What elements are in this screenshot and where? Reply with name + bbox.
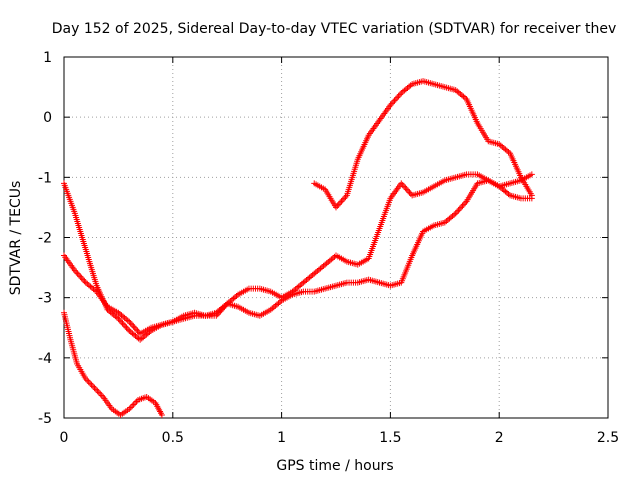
data-point-marker	[88, 381, 95, 388]
chart-title: Day 152 of 2025, Sidereal Day-to-day VTE…	[52, 21, 616, 37]
y-tick-label: -3	[38, 291, 52, 307]
x-tick-label: 0.5	[162, 430, 184, 446]
data-point-marker	[87, 380, 94, 387]
data-point-marker	[77, 273, 84, 280]
data-point-marker	[74, 270, 81, 277]
data-point-marker	[132, 399, 139, 406]
data-point-marker	[122, 323, 129, 330]
data-point-marker	[130, 323, 137, 330]
data-point-marker	[119, 320, 126, 327]
data-point-marker	[78, 275, 85, 282]
data-point-marker	[85, 378, 92, 385]
data-point-marker	[127, 404, 134, 411]
data-point-marker	[94, 387, 101, 394]
data-point-marker	[458, 204, 465, 211]
data-point-marker	[402, 184, 409, 191]
data-point-marker	[456, 205, 463, 212]
data-point-marker	[403, 186, 410, 193]
data-point-marker	[92, 386, 99, 393]
data-point-marker	[396, 91, 403, 98]
data-point-marker	[129, 321, 135, 328]
data-point-marker	[75, 272, 82, 279]
data-point-marker	[407, 190, 414, 197]
data-point-marker	[391, 97, 398, 104]
y-tick-label: -4	[38, 351, 52, 367]
data-point-marker	[395, 93, 402, 100]
data-point-marker	[91, 384, 98, 391]
data-point-marker	[129, 402, 136, 409]
x-tick-label: 2.5	[597, 430, 619, 446]
data-point-marker	[80, 276, 87, 283]
y-tick-label: 0	[43, 110, 52, 126]
data-point-marker	[95, 389, 102, 396]
data-point-marker	[335, 201, 342, 208]
data-point-marker	[528, 171, 535, 178]
y-tick-label: -2	[38, 231, 52, 247]
data-point-marker	[341, 195, 348, 202]
data-point-marker	[405, 187, 412, 194]
data-point-marker	[337, 199, 344, 206]
data-point-marker	[97, 390, 104, 397]
axis-ticks: 0 0.5 1 1.5 2 2.5 1 0 -1 -2 -3 -4 -5	[38, 50, 619, 446]
data-point-marker	[131, 324, 138, 331]
data-point-marker	[81, 278, 88, 285]
data-point-marker	[454, 208, 461, 215]
data-point-marker	[401, 183, 407, 190]
x-tick-label: 1	[277, 430, 286, 446]
data-point-marker	[130, 401, 137, 408]
data-point-marker	[459, 202, 466, 209]
data-point-marker	[127, 320, 134, 327]
data-point-marker	[394, 94, 401, 101]
data-point-marker	[90, 383, 97, 390]
data-point-marker	[158, 411, 165, 418]
y-axis-label: SDTVAR / TECUs	[8, 181, 24, 296]
data-point-marker	[528, 192, 535, 199]
data-point-marker	[390, 99, 397, 106]
data-point-marker	[123, 324, 130, 331]
x-axis-label: GPS time / hours	[276, 458, 393, 474]
x-tick-label: 0	[60, 430, 69, 446]
data-point-marker	[120, 321, 127, 328]
grid	[64, 57, 608, 418]
data-point-marker	[98, 392, 105, 399]
data-point-marker	[339, 196, 346, 203]
x-tick-label: 2	[495, 430, 504, 446]
data-point-marker	[124, 326, 131, 333]
data-point-marker	[338, 198, 345, 205]
x-tick-label: 1.5	[379, 430, 401, 446]
data-point-marker	[133, 326, 140, 333]
data-point-marker	[392, 96, 399, 103]
y-tick-label: -5	[38, 411, 52, 427]
y-tick-label: -1	[38, 170, 52, 186]
data-point-marker	[455, 207, 462, 214]
data-point-marker	[460, 201, 467, 208]
y-tick-label: 1	[43, 50, 52, 66]
data-points	[61, 78, 535, 418]
